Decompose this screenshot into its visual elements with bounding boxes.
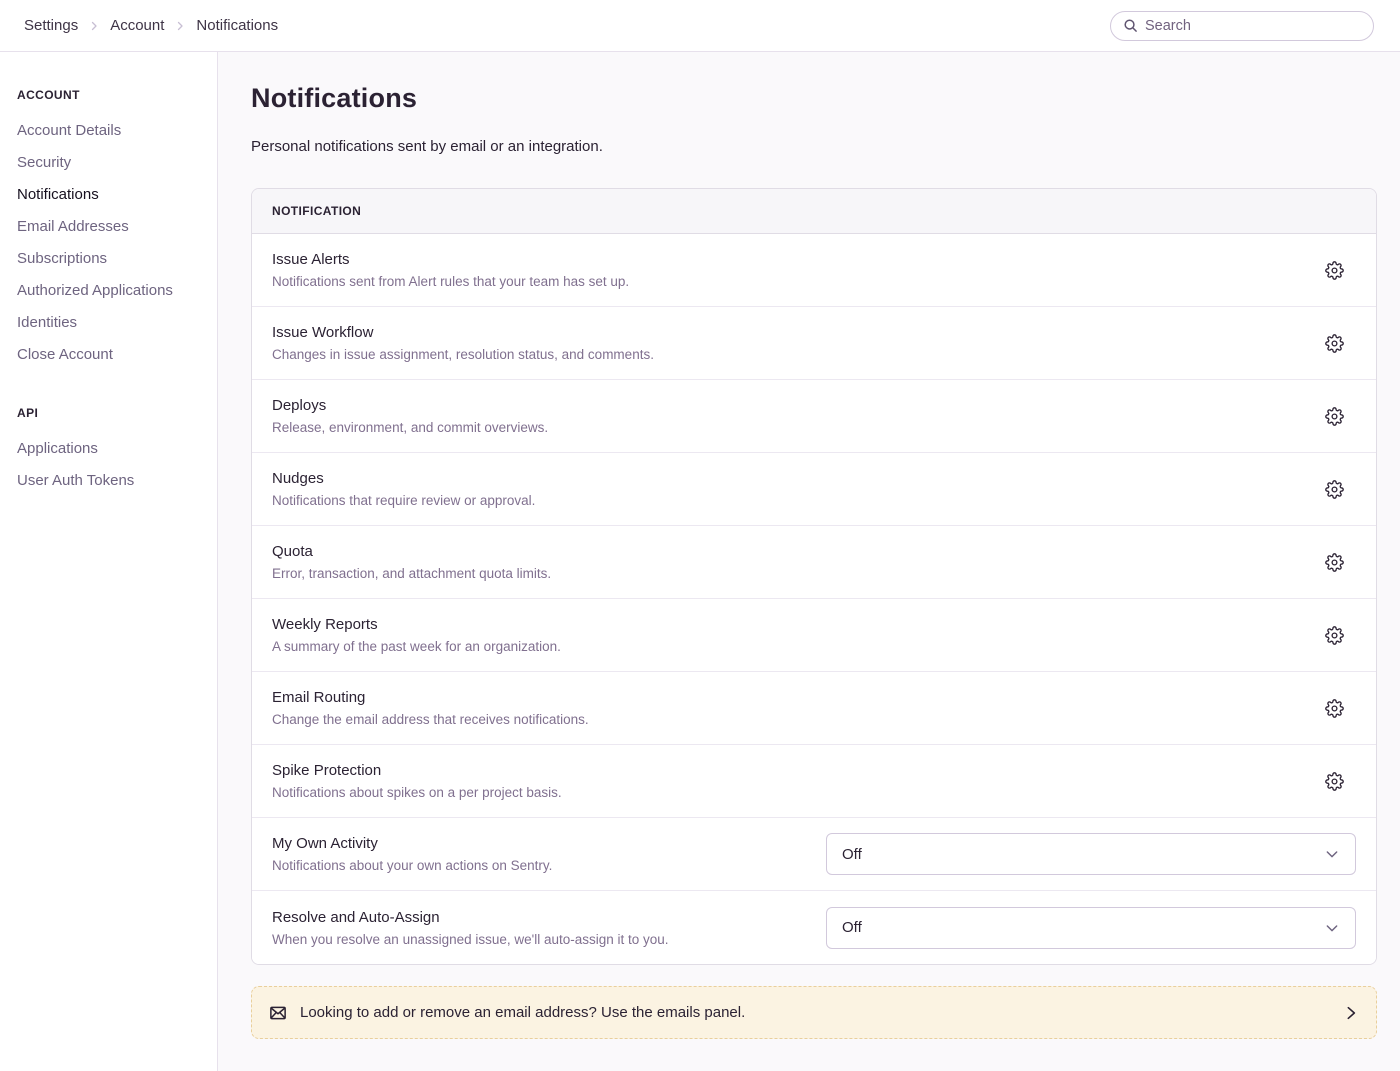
notification-row-email-routing: Email Routing Change the email address th…	[252, 672, 1376, 745]
sidebar-item-authorized-applications[interactable]: Authorized Applications	[17, 281, 173, 299]
row-description: Notifications that require review or app…	[272, 493, 536, 508]
row-description: Change the email address that receives n…	[272, 712, 589, 727]
notification-row-deploys: Deploys Release, environment, and commit …	[252, 380, 1376, 453]
breadcrumb-settings[interactable]: Settings	[24, 17, 79, 34]
breadcrumb-separator-icon	[174, 20, 186, 32]
row-title: Spike Protection	[272, 762, 382, 779]
chevron-down-icon	[1326, 851, 1338, 858]
row-title: Issue Workflow	[272, 324, 374, 341]
emails-panel-banner[interactable]: Looking to add or remove an email addres…	[251, 986, 1377, 1039]
notification-row-issue-workflow: Issue Workflow Changes in issue assignmen…	[252, 307, 1376, 380]
chevron-down-icon	[1326, 924, 1338, 931]
row-text: Issue Workflow Changes in issue assignmen…	[272, 324, 1321, 362]
row-description: Notifications about spikes on a per proj…	[272, 785, 562, 800]
nudges-settings-gear-icon[interactable]	[1321, 476, 1348, 503]
quota-settings-gear-icon[interactable]	[1321, 549, 1348, 576]
row-text: Nudges Notifications that require review …	[272, 470, 1321, 508]
row-text: Weekly Reports A summary of the past week…	[272, 616, 1321, 654]
row-description: When you resolve an unassigned issue, we…	[272, 931, 669, 947]
row-description: Release, environment, and commit overvie…	[272, 420, 549, 435]
sidebar-item-close-account[interactable]: Close Account	[17, 345, 113, 363]
banner-text: Looking to add or remove an email addres…	[300, 1004, 746, 1021]
my-own-activity-select[interactable]: Off	[826, 833, 1356, 875]
page-title: Notifications	[251, 83, 418, 113]
row-title: Quota	[272, 543, 313, 560]
breadcrumb-separator-icon	[88, 20, 100, 32]
settings-sidebar: ACCOUNT Account Details Security Notificati…	[0, 52, 218, 1071]
row-text: Email Routing Change the email address th…	[272, 689, 1321, 727]
row-title: Nudges	[272, 470, 324, 487]
notification-row-nudges: Nudges Notifications that require review …	[252, 453, 1376, 526]
row-title: Issue Alerts	[272, 251, 350, 268]
row-text: Spike Protection Notifications about spik…	[272, 762, 1321, 800]
sidebar-section-title: ACCOUNT	[17, 88, 80, 102]
notification-row-resolve-auto-assign: Resolve and Auto-Assign When you resolve …	[252, 891, 1376, 964]
row-text: My Own Activity Notifications about your …	[272, 835, 826, 873]
email-routing-settings-gear-icon[interactable]	[1321, 695, 1348, 722]
row-text: Quota Error, transaction, and attachment …	[272, 543, 1321, 581]
breadcrumb-account[interactable]: Account	[110, 17, 165, 34]
breadcrumb-notifications[interactable]: Notifications	[196, 17, 279, 34]
sidebar-item-subscriptions[interactable]: Subscriptions	[17, 249, 108, 267]
row-title: Weekly Reports	[272, 616, 378, 633]
sidebar-item-account-details[interactable]: Account Details	[17, 121, 122, 139]
issue-workflow-settings-gear-icon[interactable]	[1321, 330, 1348, 357]
search-input[interactable]	[1145, 17, 1361, 34]
topbar: Settings Account Notifications	[0, 0, 1400, 52]
row-description: Notifications sent from Alert rules that…	[272, 274, 630, 289]
row-title: Deploys	[272, 397, 327, 414]
deploys-settings-gear-icon[interactable]	[1321, 403, 1348, 430]
notification-row-spike-protection: Spike Protection Notifications about spik…	[252, 745, 1376, 818]
sidebar-section-api: API Applications User Auth Tokens	[17, 400, 201, 496]
issue-alerts-settings-gear-icon[interactable]	[1321, 257, 1348, 284]
notification-rows: Issue Alerts Notifications sent from Aler…	[252, 234, 1376, 964]
notification-row-quota: Quota Error, transaction, and attachment …	[252, 526, 1376, 599]
spike-protection-settings-gear-icon[interactable]	[1321, 768, 1348, 795]
sidebar-item-notifications[interactable]: Notifications	[17, 185, 99, 203]
panel-header: NOTIFICATION	[252, 189, 1376, 234]
row-title: Resolve and Auto-Assign	[272, 908, 440, 926]
notification-row-weekly-reports: Weekly Reports A summary of the past week…	[252, 599, 1376, 672]
sidebar-item-user-auth-tokens[interactable]: User Auth Tokens	[17, 471, 135, 489]
row-title: Email Routing	[272, 689, 366, 706]
row-text: Deploys Release, environment, and commit …	[272, 397, 1321, 435]
chevron-right-icon	[1343, 1005, 1359, 1021]
notification-row-issue-alerts: Issue Alerts Notifications sent from Aler…	[252, 234, 1376, 307]
sidebar-item-security[interactable]: Security	[17, 153, 72, 171]
search-icon	[1124, 19, 1137, 32]
breadcrumb: Settings Account Notifications	[24, 17, 278, 34]
main-content: Notifications Personal notifications sen…	[218, 52, 1400, 1071]
mail-icon	[269, 1004, 287, 1022]
row-text: Resolve and Auto-Assign When you resolve …	[272, 909, 826, 947]
sidebar-item-identities[interactable]: Identities	[17, 313, 78, 331]
sidebar-item-email-addresses[interactable]: Email Addresses	[17, 217, 129, 235]
sidebar-item-applications[interactable]: Applications	[17, 439, 98, 457]
row-text: Issue Alerts Notifications sent from Aler…	[272, 251, 1321, 289]
row-description: Error, transaction, and attachment quota…	[272, 566, 552, 581]
notifications-panel: NOTIFICATION Issue Alerts Notifications s…	[251, 188, 1377, 965]
row-title: My Own Activity	[272, 835, 378, 852]
notification-row-my-own-activity: My Own Activity Notifications about your …	[252, 818, 1376, 891]
row-description: Changes in issue assignment, resolution …	[272, 347, 654, 362]
row-description: A summary of the past week for an organi…	[272, 639, 561, 654]
weekly-reports-settings-gear-icon[interactable]	[1321, 622, 1348, 649]
my-own-activity-select-value: Off	[842, 845, 862, 863]
row-description: Notifications about your own actions on …	[272, 858, 553, 873]
resolve-auto-assign-select-value: Off	[842, 919, 862, 936]
resolve-auto-assign-select[interactable]: Off	[826, 906, 1356, 949]
page-subtitle: Personal notifications sent by email or …	[251, 138, 603, 155]
sidebar-section-title: API	[17, 406, 39, 420]
search-box[interactable]	[1110, 10, 1374, 41]
sidebar-section-account: ACCOUNT Account Details Security Notificati…	[17, 82, 201, 370]
